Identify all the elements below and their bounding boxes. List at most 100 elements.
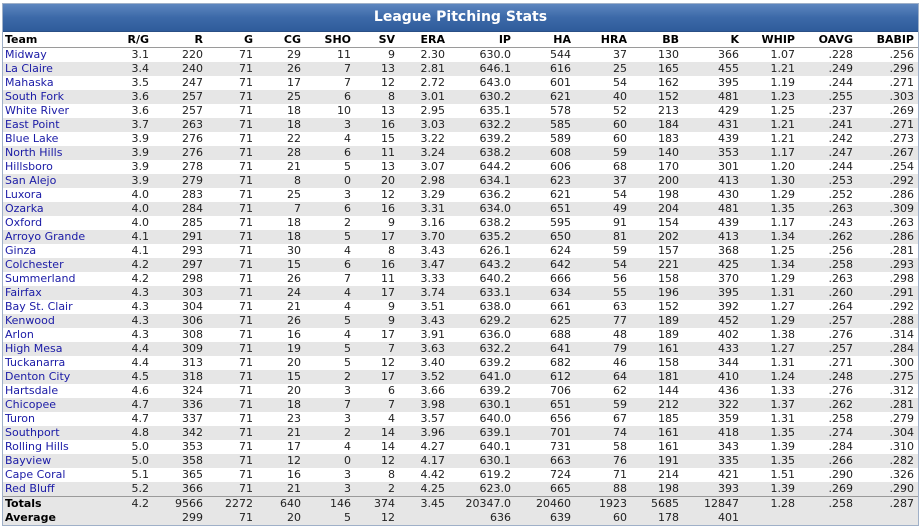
cell-bb: 191 [631, 454, 683, 468]
cell-ha: 651 [515, 398, 575, 412]
cell-r-g: 5.2 [103, 482, 153, 497]
team-link[interactable]: Arroyo Grande [5, 230, 86, 243]
column-header-k[interactable]: K [683, 32, 743, 48]
cell-ip: 634.1 [449, 174, 515, 188]
cell-sv: 9 [355, 47, 399, 62]
cell-ha: 624 [515, 244, 575, 258]
column-header-hra[interactable]: HRA [575, 32, 631, 48]
cell-cg: 25 [257, 188, 305, 202]
column-header-sho[interactable]: SHO [305, 32, 355, 48]
team-link[interactable]: Cape Coral [5, 468, 66, 481]
cell-era: 3.31 [399, 202, 449, 216]
team-link[interactable]: Midway [5, 48, 47, 61]
cell-ip: 630.1 [449, 398, 515, 412]
team-link[interactable]: Oxford [5, 216, 43, 229]
cell-r: 297 [153, 258, 207, 272]
team-link[interactable]: Red Bluff [5, 482, 55, 495]
cell-ip: 630.0 [449, 47, 515, 62]
cell-k: 430 [683, 188, 743, 202]
cell-oavg: .276 [799, 384, 857, 398]
column-header-g[interactable]: G [207, 32, 257, 48]
team-link[interactable]: White River [5, 104, 69, 117]
team-link[interactable]: High Mesa [5, 342, 63, 355]
team-link[interactable]: Blue Lake [5, 132, 59, 145]
cell-k: 413 [683, 174, 743, 188]
cell-era: 2.30 [399, 47, 449, 62]
cell-r-g: 5.1 [103, 468, 153, 482]
team-link[interactable]: Hartsdale [5, 384, 59, 397]
cell-whip: 1.29 [743, 188, 799, 202]
cell-g: 71 [207, 174, 257, 188]
team-link[interactable]: Denton City [5, 370, 71, 383]
team-link[interactable]: Hillsboro [5, 160, 53, 173]
cell-era: 3.63 [399, 342, 449, 356]
cell-k: 335 [683, 454, 743, 468]
team-link[interactable]: Mahaska [5, 76, 54, 89]
team-link[interactable]: Arlon [5, 328, 34, 341]
team-link[interactable]: Summerland [5, 272, 76, 285]
team-link[interactable]: North Hills [5, 146, 63, 159]
cell-bb: 161 [631, 426, 683, 440]
column-header-bb[interactable]: BB [631, 32, 683, 48]
team-link[interactable]: Bayview [5, 454, 52, 467]
cell-cg: 18 [257, 216, 305, 230]
cell-whip: 1.27 [743, 300, 799, 314]
cell-k: 393 [683, 482, 743, 497]
column-header-era[interactable]: ERA [399, 32, 449, 48]
cell-bb: 198 [631, 482, 683, 497]
cell-era: 3.24 [399, 146, 449, 160]
cell-ip: 639.1 [449, 426, 515, 440]
team-link[interactable]: Fairfax [5, 286, 42, 299]
cell-k: 481 [683, 90, 743, 104]
cell-babip: .288 [857, 314, 918, 328]
cell-sv: 17 [355, 328, 399, 342]
column-header-babip[interactable]: BABIP [857, 32, 918, 48]
cell-g: 71 [207, 188, 257, 202]
cell-bb: 183 [631, 132, 683, 146]
team-link[interactable]: South Fork [5, 90, 65, 103]
team-link[interactable]: Turon [5, 412, 36, 425]
team-link[interactable]: Southport [5, 426, 60, 439]
cell-cg: 30 [257, 244, 305, 258]
team-link[interactable]: San Alejo [5, 174, 57, 187]
team-link[interactable]: Kenwood [5, 314, 55, 327]
column-header-oavg[interactable]: OAVG [799, 32, 857, 48]
team-link[interactable]: East Point [5, 118, 60, 131]
cell-sho: 4 [305, 244, 355, 258]
cell-hra: 46 [575, 356, 631, 370]
team-link[interactable]: La Claire [5, 62, 53, 75]
totals-r-g: 4.2 [103, 496, 153, 511]
cell-cg: 8 [257, 174, 305, 188]
column-header-whip[interactable]: WHIP [743, 32, 799, 48]
column-header-sv[interactable]: SV [355, 32, 399, 48]
team-link[interactable]: Ginza [5, 244, 37, 257]
column-header-cg[interactable]: CG [257, 32, 305, 48]
cell-sho: 3 [305, 482, 355, 497]
cell-whip: 1.24 [743, 370, 799, 384]
team-link[interactable]: Bay St. Clair [5, 300, 73, 313]
team-cell: Tuckanarra [3, 356, 103, 370]
column-header-team[interactable]: Team [3, 32, 103, 48]
team-cell: Summerland [3, 272, 103, 286]
column-header-r-g[interactable]: R/G [103, 32, 153, 48]
cell-ip: 638.2 [449, 146, 515, 160]
team-link[interactable]: Chicopee [5, 398, 57, 411]
column-header-r[interactable]: R [153, 32, 207, 48]
cell-k: 431 [683, 118, 743, 132]
cell-ha: 595 [515, 216, 575, 230]
cell-hra: 76 [575, 454, 631, 468]
team-link[interactable]: Rolling Hills [5, 440, 69, 453]
team-link[interactable]: Colchester [5, 258, 64, 271]
cell-g: 71 [207, 286, 257, 300]
cell-g: 71 [207, 482, 257, 497]
average-bb: 178 [631, 511, 683, 525]
table-row: Ozarka 4.0 284 71 7 6 16 3.31 634.0 651 49 204 481 1.… [3, 202, 918, 216]
cell-r: 279 [153, 174, 207, 188]
team-link[interactable]: Ozarka [5, 202, 44, 215]
column-header-ha[interactable]: HA [515, 32, 575, 48]
cell-ha: 578 [515, 104, 575, 118]
team-link[interactable]: Tuckanarra [5, 356, 66, 369]
team-link[interactable]: Luxora [5, 188, 43, 201]
column-header-ip[interactable]: IP [449, 32, 515, 48]
cell-era: 4.27 [399, 440, 449, 454]
